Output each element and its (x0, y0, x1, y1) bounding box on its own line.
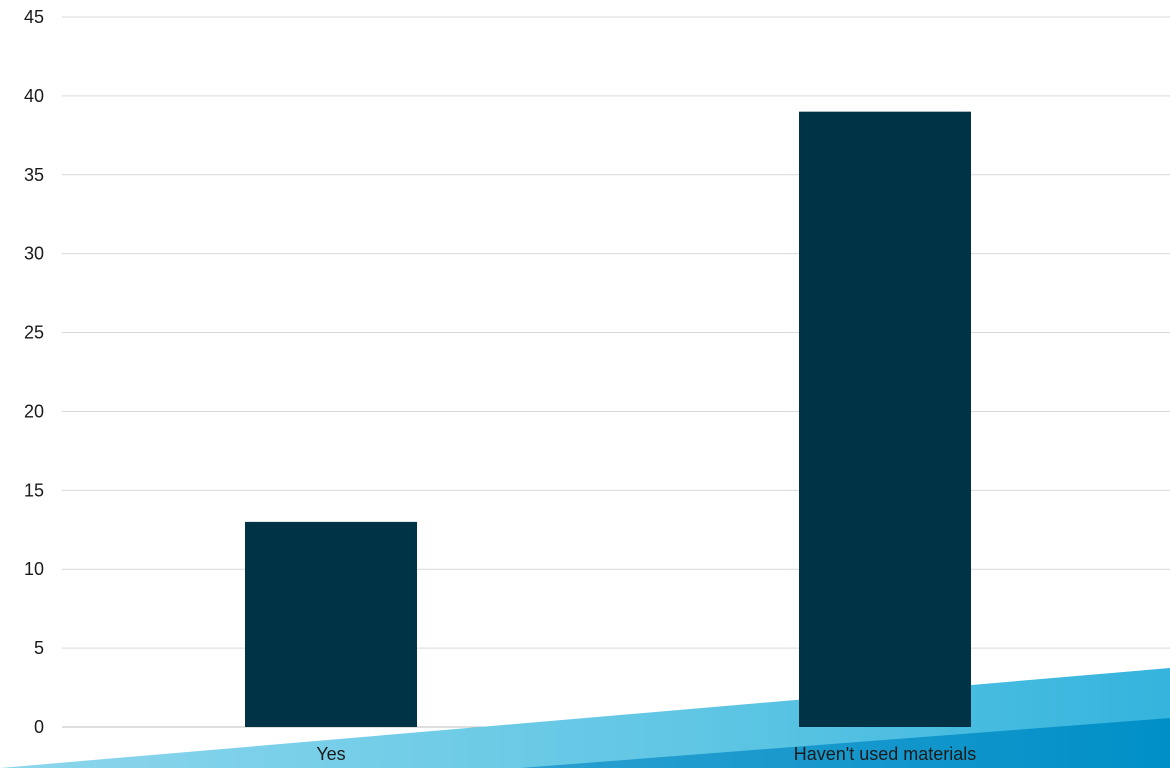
gridlines (62, 16, 1170, 728)
bars (245, 111, 971, 727)
y-axis-ticks: 0 5 10 15 20 25 30 35 40 45 (24, 7, 44, 737)
bar-2 (799, 111, 971, 727)
y-tick-label: 0 (34, 717, 44, 737)
decor-wedge-dark (520, 718, 1170, 768)
y-tick-label: 20 (24, 401, 44, 421)
y-tick-label: 35 (24, 165, 44, 185)
y-tick-label: 45 (24, 7, 44, 27)
bar-1 (245, 521, 417, 727)
y-tick-label: 30 (24, 244, 44, 264)
decorative-swoosh-front (520, 718, 1170, 768)
x-axis-labels: Yes Haven't used materials (316, 744, 976, 764)
y-tick-label: 40 (24, 86, 44, 106)
y-tick-label: 15 (24, 480, 44, 500)
y-tick-label: 10 (24, 559, 44, 579)
y-tick-label: 5 (34, 638, 44, 658)
y-tick-label: 25 (24, 323, 44, 343)
x-category-label: Yes (316, 744, 345, 764)
x-category-label: Haven't used materials (794, 744, 977, 764)
